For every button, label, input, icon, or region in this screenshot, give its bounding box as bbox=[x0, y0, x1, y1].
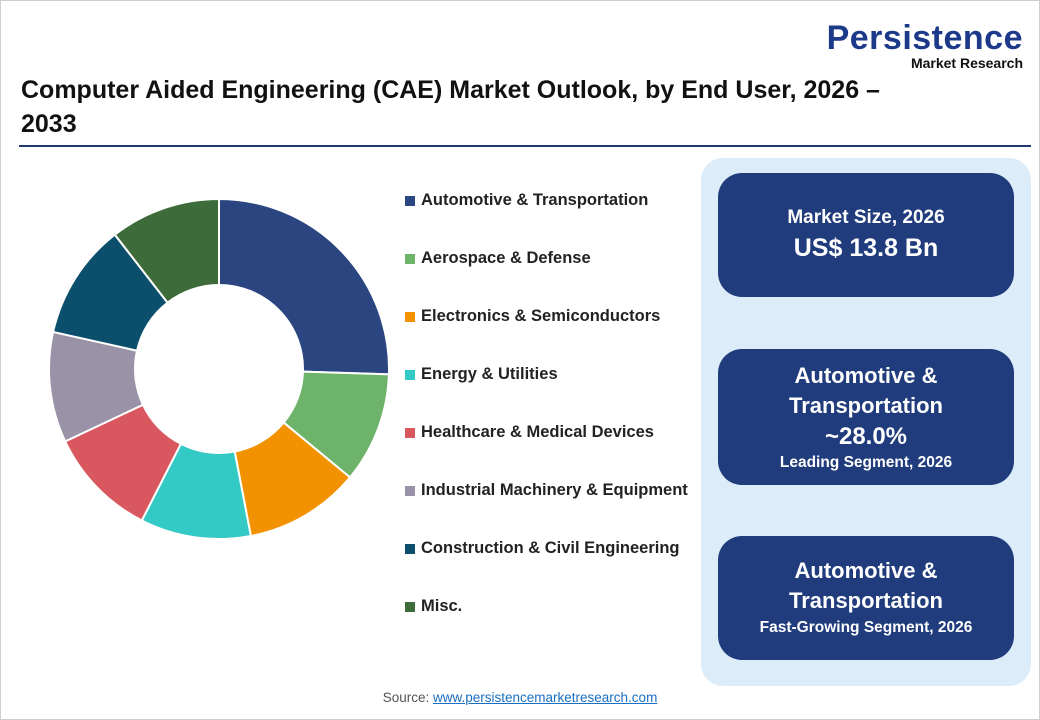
leading-segment-name-2: Transportation bbox=[788, 393, 943, 418]
fast-growing-label: Fast-Growing Segment, 2026 bbox=[759, 619, 973, 636]
leading-segment-label: Leading Segment, 2026 bbox=[779, 454, 953, 471]
legend-item: Energy & Utilities bbox=[405, 361, 695, 419]
legend-item: Misc. bbox=[405, 593, 695, 651]
legend-label: Electronics & Semiconductors bbox=[421, 307, 661, 325]
legend-item: Healthcare & Medical Devices bbox=[405, 419, 695, 477]
legend-label: Energy & Utilities bbox=[421, 365, 558, 383]
logo: Persistence Market Research bbox=[827, 21, 1023, 71]
legend-item: Industrial Machinery & Equipment bbox=[405, 477, 695, 535]
legend-swatch bbox=[405, 486, 415, 496]
legend-label: Automotive & Transportation bbox=[421, 191, 649, 209]
fast-growing-name-2: Transportation bbox=[788, 588, 943, 613]
legend-label: Industrial Machinery & Equipment bbox=[421, 481, 688, 499]
legend-item: Aerospace & Defense bbox=[405, 245, 695, 303]
leading-segment-name-1: Automotive & bbox=[794, 363, 938, 388]
market-size-value: US$ 13.8 Bn bbox=[793, 234, 939, 262]
leading-segment-share: ~28.0% bbox=[824, 423, 908, 450]
chart-title: Computer Aided Engineering (CAE) Market … bbox=[21, 76, 880, 138]
legend-swatch bbox=[405, 602, 415, 612]
legend-item: Automotive & Transportation bbox=[405, 187, 695, 245]
logo-subtitle: Market Research bbox=[910, 55, 1023, 71]
legend-label: Aerospace & Defense bbox=[421, 249, 591, 267]
donut-slice-1 bbox=[218, 197, 390, 376]
legend-item: Construction & Civil Engineering bbox=[405, 535, 695, 593]
legend-swatch bbox=[405, 544, 415, 554]
leading-segment-card: Automotive & Transportation ~28.0% Leadi… bbox=[718, 349, 1014, 485]
market-size-card: Market Size, 2026 US$ 13.8 Bn bbox=[718, 173, 1014, 297]
legend-swatch bbox=[405, 254, 415, 264]
legend-label: Misc. bbox=[421, 597, 463, 615]
source-link[interactable]: www.persistencemarketresearch.com bbox=[432, 690, 658, 705]
source: Source: www.persistencemarketresearch.co… bbox=[1, 689, 1039, 707]
market-size-label: Market Size, 2026 bbox=[787, 207, 945, 228]
legend-swatch bbox=[405, 370, 415, 380]
legend-label: Healthcare & Medical Devices bbox=[421, 423, 654, 441]
legend: Automotive & Transportation Aerospace & D… bbox=[405, 187, 695, 651]
legend-item: Electronics & Semiconductors bbox=[405, 303, 695, 361]
legend-label: Construction & Civil Engineering bbox=[421, 539, 680, 557]
donut-chart bbox=[48, 197, 390, 540]
logo-name: Persistence bbox=[826, 19, 1023, 57]
source-label: Source: bbox=[382, 690, 430, 705]
donut-slice-8 bbox=[113, 197, 220, 305]
key-stats-panel: Market Size, 2026 US$ 13.8 Bn Automotive… bbox=[701, 158, 1031, 686]
fast-growing-name-1: Automotive & bbox=[794, 558, 938, 583]
fast-growing-segment-card: Automotive & Transportation Fast-Growing… bbox=[718, 536, 1014, 660]
legend-swatch bbox=[405, 196, 415, 206]
legend-swatch bbox=[405, 312, 415, 322]
title-divider bbox=[19, 145, 1031, 147]
legend-swatch bbox=[405, 428, 415, 438]
